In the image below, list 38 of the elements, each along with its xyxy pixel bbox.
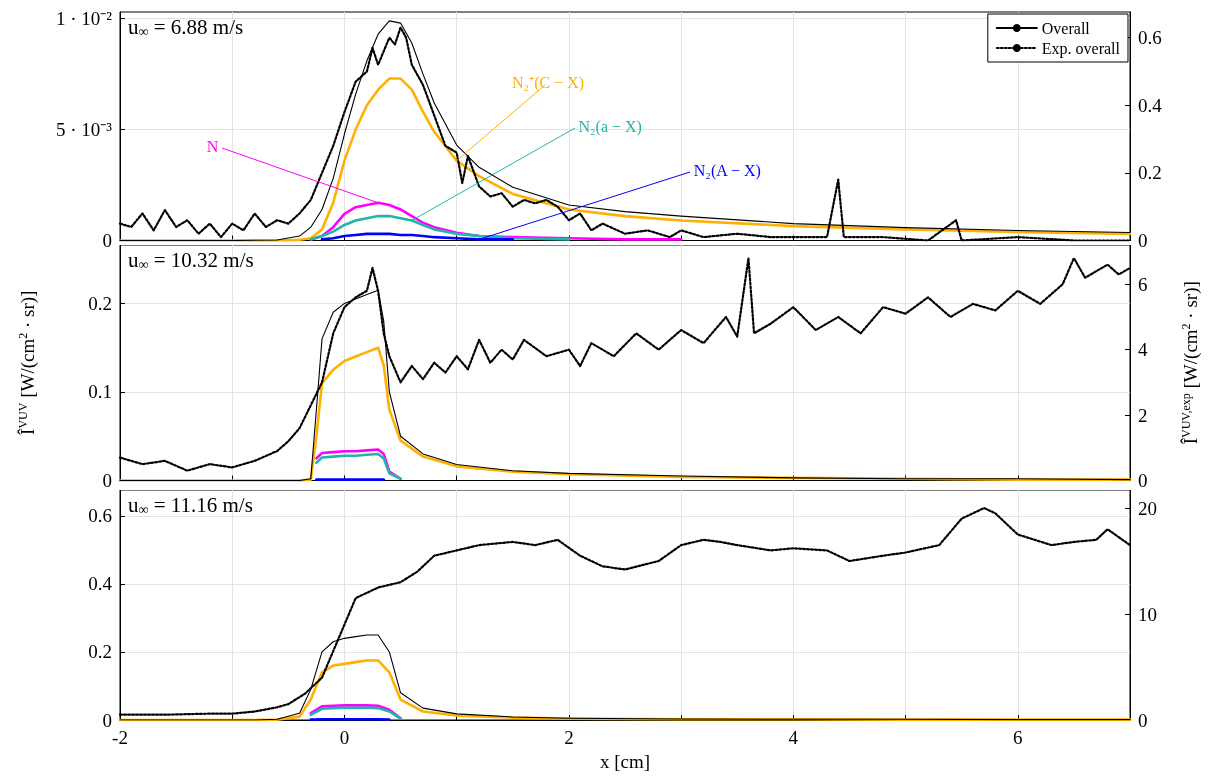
annotation: u∞ = 6.88 m/s	[128, 14, 244, 39]
y-tick-label: 0	[102, 709, 112, 731]
y2-tick-label: 6	[1138, 273, 1148, 295]
y2-tick-label: 0.2	[1138, 162, 1162, 184]
y-tick-label: 0	[102, 230, 112, 251]
x-tick-label: 6	[1013, 727, 1023, 748]
y2-axis-title: ÎVUV,exp [W/(cm2 · sr)]	[1179, 281, 1202, 445]
y2-tick-label: 10	[1138, 603, 1157, 625]
text: N₂(A − X)	[693, 162, 761, 181]
y-tick-label: 5 · 10⁻³	[55, 119, 113, 141]
text: N₂(a − X)	[578, 117, 642, 136]
x-tick-label: 0	[339, 727, 350, 748]
y-tick-label: 1 · 10⁻²	[55, 8, 113, 30]
y2-tick-label: 4	[1138, 339, 1148, 361]
y-tick-label: 0.4	[88, 573, 113, 595]
y2-tick-label: 0	[1138, 709, 1148, 731]
y2-tick-label: 0	[1138, 230, 1148, 251]
legend-label: Exp. overall	[1041, 39, 1121, 58]
y2-tick-label: 0	[1138, 470, 1148, 491]
x-tick-label: 2	[564, 727, 574, 748]
legend-label: Overall	[1041, 19, 1091, 37]
y2-tick-label: 0.4	[1138, 94, 1163, 116]
text: N	[206, 138, 219, 156]
annotation: u∞ = 10.32 m/s	[128, 247, 254, 272]
y-axis-title: ÎVUV [W/(cm2 · sr)]	[16, 290, 39, 435]
y-tick-label: 0.6	[88, 505, 112, 527]
x-tick-label: -2	[112, 727, 128, 748]
y-tick-label: 0.1	[88, 381, 112, 403]
y2-tick-label: 20	[1138, 497, 1157, 519]
y-tick-label: 0.2	[88, 292, 112, 314]
x-axis-title: x [cm]	[599, 750, 651, 772]
y2-tick-label: 0.6	[1138, 27, 1162, 49]
y-tick-label: 0	[102, 470, 112, 491]
y-tick-label: 0.2	[88, 641, 112, 663]
x-tick-label: 4	[788, 727, 799, 748]
y2-tick-label: 2	[1138, 404, 1148, 426]
text: N₂⁺(C − X)	[512, 73, 585, 92]
annotation: u∞ = 11.16 m/s	[128, 492, 253, 517]
